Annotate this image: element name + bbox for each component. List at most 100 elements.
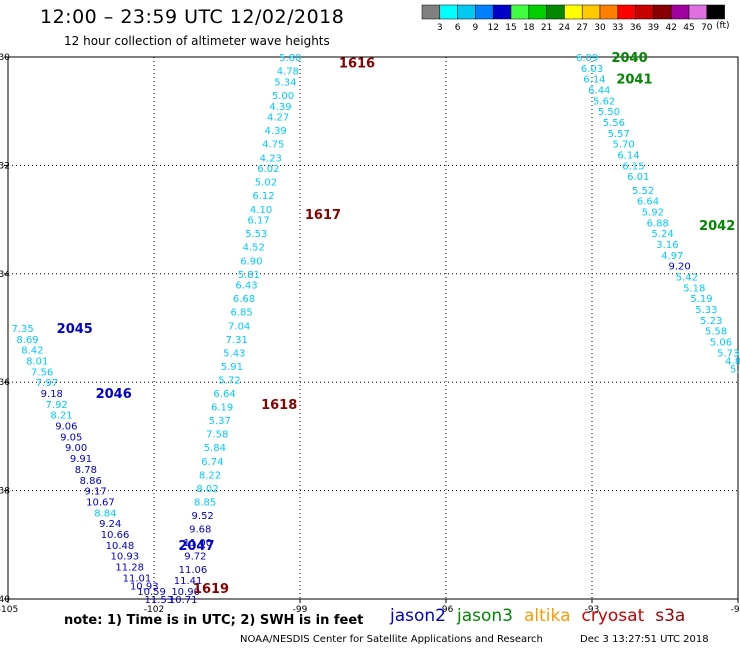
colorbar-label: 45: [683, 23, 694, 33]
swh-value: 6.88: [647, 218, 669, 229]
colorbar-swatch: [599, 4, 619, 20]
swh-value: 8.78: [75, 465, 97, 476]
swh-value: 5.00: [272, 91, 294, 102]
swh-value: 5.58: [705, 327, 727, 338]
swh-value: 4.27: [267, 113, 289, 124]
colorbar-label: 9: [473, 23, 479, 33]
swh-value: 10.93: [130, 581, 159, 592]
swh-value: 8.84: [94, 508, 116, 519]
track-1616-1619: 5.804.785.345.004.394.274.394.754.236.02…: [169, 53, 302, 606]
colorbar-swatch: [670, 4, 690, 20]
swh-value: 9.05: [60, 432, 82, 443]
pass-labels: 1616 1617 1618 1619 2040 2041 2042 2045 2046 2047: [57, 51, 736, 597]
colorbar-swatch: [475, 4, 494, 20]
swh-value: 6.12: [252, 191, 274, 202]
lon-tick-label: -93: [585, 605, 600, 615]
legend-item-altika: altika: [524, 606, 571, 626]
swh-value: 6.02: [257, 164, 279, 175]
pass-number-label: 1618: [261, 398, 297, 413]
swh-value: 4.97: [661, 251, 683, 262]
colorbar-label: 30: [594, 23, 606, 33]
swh-value: 8.01: [26, 357, 48, 368]
swh-value: 10.59: [137, 587, 166, 598]
colorbar-label: 3: [437, 23, 443, 33]
legend-item-jason3: jason3: [457, 606, 513, 626]
swh-value: 5.43: [223, 348, 245, 359]
pass-number-label: 2041: [616, 73, 652, 88]
swh-value: 5.42: [676, 273, 698, 284]
swh-value: 4.78: [277, 67, 299, 78]
satellite-legend: jason2 jason3 altika cryosat s3a: [390, 606, 696, 626]
colorbar-label: 27: [576, 23, 587, 33]
swh-value: 5.57: [608, 129, 630, 140]
swh-value: 10.67: [86, 497, 115, 508]
swh-value: 8.86: [80, 476, 102, 487]
colorbar-label: 39: [648, 23, 660, 33]
lon-tick-label: -96: [439, 605, 454, 615]
swh-value: 6.14: [583, 75, 605, 86]
colorbar-swatch: [546, 4, 565, 20]
swh-value: 7.04: [228, 321, 250, 332]
swh-value: 3.16: [656, 240, 678, 251]
colorbar-swatch: [421, 4, 441, 20]
colorbar-label: 6: [455, 23, 461, 33]
swh-value: 4.75: [262, 140, 284, 151]
swh-value: 11.53: [145, 595, 174, 606]
swh-value: 7.35: [11, 324, 33, 335]
swh-value: 5.50: [598, 107, 620, 118]
map-title: 12:00 – 23:59 UTC 12/02/2018: [40, 6, 345, 28]
swh-value: 6.03: [581, 64, 603, 75]
swh-value: 5.81: [238, 270, 260, 281]
swh-value: 9.52: [192, 511, 214, 522]
swh-value: 4.10: [250, 205, 272, 216]
swh-value: 5.72: [218, 375, 240, 386]
colorbar-label: 33: [612, 23, 623, 33]
swh-value: 11.06: [179, 565, 208, 576]
swh-value: 5.18: [683, 283, 705, 294]
swh-value: 5.52: [632, 186, 654, 197]
swh-value: 8.21: [50, 411, 72, 422]
swh-value: 4.39: [265, 126, 287, 137]
swh-value: 5.6: [730, 365, 740, 376]
lon-tick-label: -102: [144, 605, 164, 615]
swh-value: 7.56: [31, 367, 53, 378]
swh-value: 5.19: [690, 294, 712, 305]
lat-tick-label: -40: [0, 595, 10, 605]
swh-value: 10.93: [110, 552, 139, 563]
colorbar-unit: (ft): [716, 21, 730, 31]
pass-number-label: 2046: [96, 387, 132, 402]
swh-value: 5.02: [255, 178, 277, 189]
colorbar-label: 21: [541, 23, 552, 33]
map-frame: [7, 56, 739, 600]
credit-date: Dec 3 13:27:51 UTC 2018: [580, 634, 709, 645]
swh-value: 11.28: [115, 562, 144, 573]
swh-value: 6.14: [617, 151, 639, 162]
colorbar-swatch: [581, 4, 601, 20]
lat-tick-label: -34: [0, 270, 10, 280]
colorbar-swatch: [706, 4, 725, 20]
pass-number-label: 1619: [193, 582, 229, 597]
swh-value: 5.23: [700, 316, 722, 327]
swh-value: 4.39: [269, 102, 291, 113]
swh-value: 6.64: [213, 389, 235, 400]
pass-number-label: 2042: [699, 219, 735, 234]
swh-value: 6.01: [627, 172, 649, 183]
swh-value: 10.66: [101, 530, 130, 541]
swh-value: 4.8: [725, 357, 740, 368]
swh-value: 9.06: [55, 422, 77, 433]
legend-item-s3a: s3a: [655, 606, 686, 626]
swh-value: 4.52: [243, 243, 265, 254]
lat-tick-label: -38: [0, 487, 10, 497]
lon-tick-label: -105: [0, 605, 18, 615]
swh-value: 5.34: [274, 77, 296, 88]
lon-tick-label: -90: [731, 605, 740, 615]
colorbar-swatch: [457, 4, 476, 20]
colorbar-swatch: [635, 4, 654, 20]
lat-tick-label: -36: [0, 378, 10, 388]
colorbar-swatch: [492, 4, 512, 20]
swh-value: 8.69: [16, 335, 38, 346]
swh-value: 5.53: [245, 229, 267, 240]
swh-value: 5.91: [221, 362, 243, 373]
swh-value: 9.91: [70, 454, 92, 465]
